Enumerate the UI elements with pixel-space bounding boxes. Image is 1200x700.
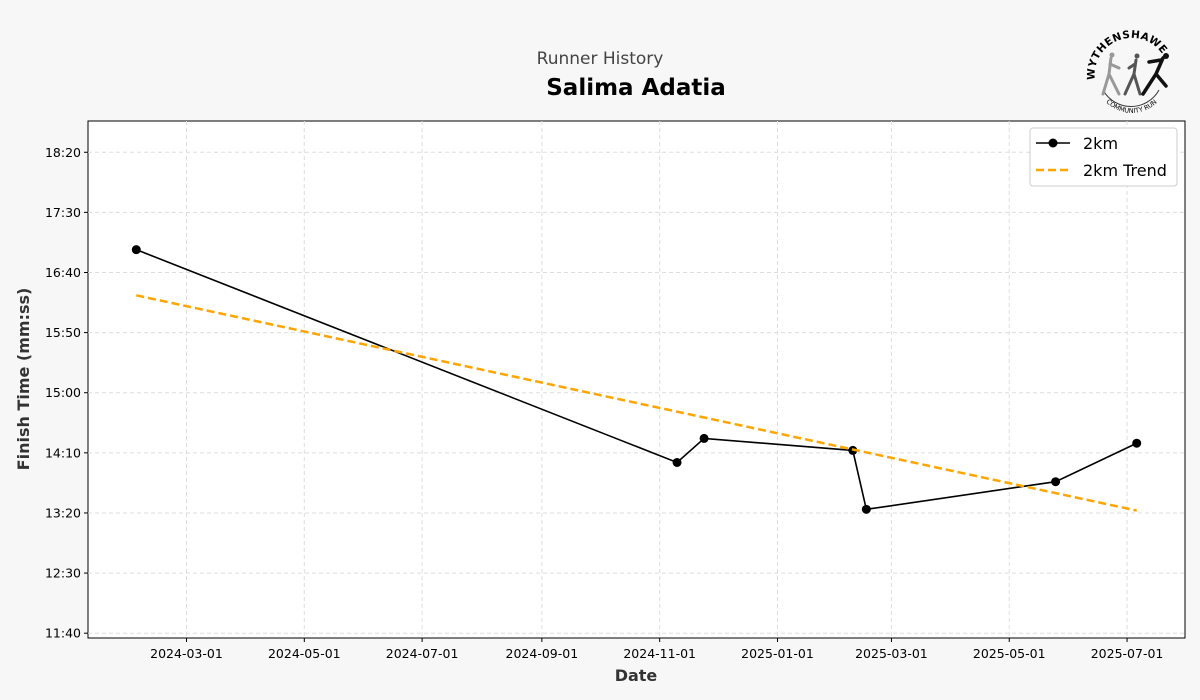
y-tick-label: 14:10 <box>45 445 81 460</box>
plot-area <box>87 120 1186 639</box>
series-line-trend <box>136 294 1137 512</box>
legend: 2km 2km Trend <box>1029 127 1178 187</box>
chart-title: Salima Adatia <box>546 75 726 101</box>
axis-ticks: 2024-03-01 2024-05-01 2024-07-01 2024-09-01… <box>45 145 1163 661</box>
y-axis-label: Finish Time (mm:ss) <box>14 288 33 471</box>
y-tick-label: 17:30 <box>45 205 81 220</box>
y-tick-label: 18:20 <box>45 145 81 160</box>
y-tick-label: 15:50 <box>45 325 81 340</box>
x-tick-label: 2025-03-01 <box>855 646 928 661</box>
chart-subtitle: Runner History <box>537 49 664 69</box>
data-point-2km <box>131 245 141 255</box>
y-tick-label: 13:20 <box>45 505 81 520</box>
y-tick-label: 11:40 <box>45 626 81 641</box>
x-axis-label: Date <box>615 666 658 685</box>
x-tick-label: 2025-01-01 <box>741 646 814 661</box>
legend-marker-2km <box>1048 138 1058 148</box>
x-tick-label: 2025-07-01 <box>1091 646 1164 661</box>
x-tick-label: 2024-05-01 <box>268 646 341 661</box>
y-tick-label: 15:00 <box>45 385 81 400</box>
data-point-2km <box>1051 477 1061 487</box>
data-point-2km <box>699 433 709 443</box>
x-tick-label: 2024-11-01 <box>623 646 696 661</box>
y-tick-label: 16:40 <box>45 265 81 280</box>
legend-label-2km: 2km <box>1083 134 1118 153</box>
y-tick-label: 12:30 <box>45 566 81 581</box>
x-tick-label: 2024-03-01 <box>150 646 223 661</box>
x-tick-label: 2024-09-01 <box>506 646 579 661</box>
data-point-2km <box>861 504 871 514</box>
series-layer <box>131 245 1142 514</box>
x-tick-label: 2025-05-01 <box>973 646 1046 661</box>
data-point-2km <box>672 457 682 467</box>
legend-label-trend: 2km Trend <box>1083 161 1167 180</box>
grid <box>88 121 1185 638</box>
data-point-2km <box>1132 438 1142 448</box>
logo: WYTHENSHAWE COMMUNITY RUN <box>1086 29 1170 115</box>
x-tick-label: 2024-07-01 <box>386 646 459 661</box>
